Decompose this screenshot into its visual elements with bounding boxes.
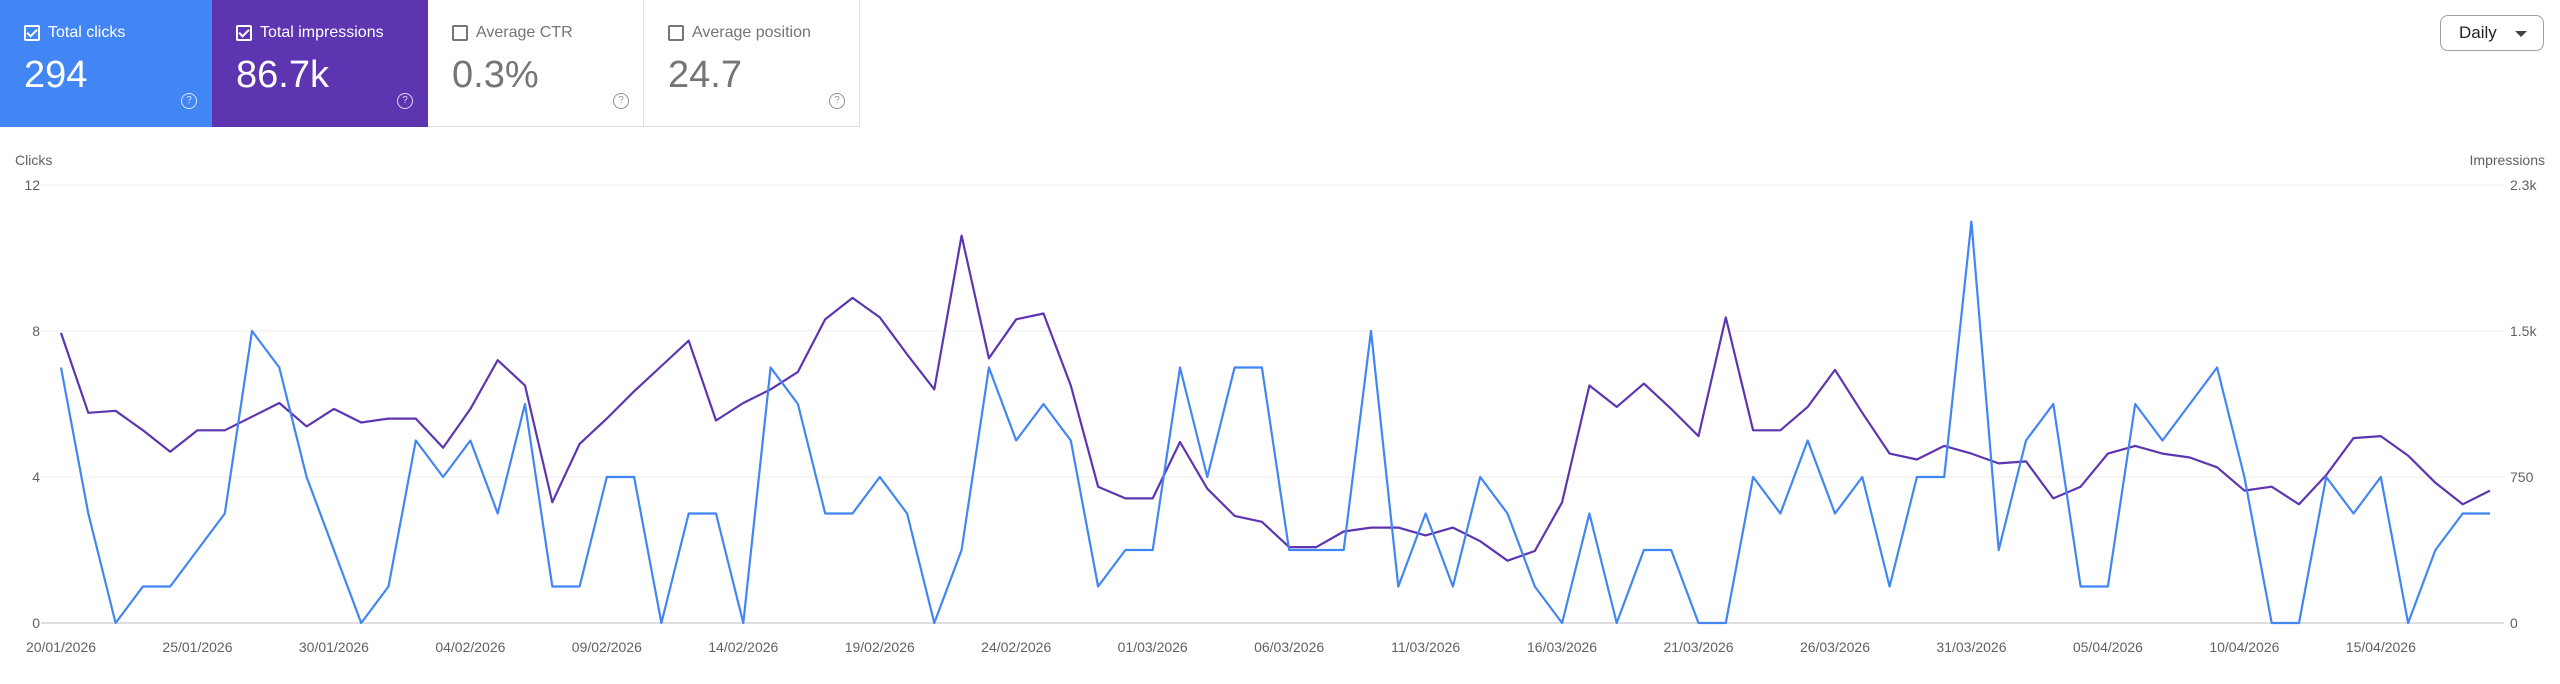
left-tick-label: 0: [32, 615, 40, 631]
average-ctr-tile[interactable]: Average CTR 0.3% ?: [428, 0, 644, 127]
right-tick-label: 1.5k: [2510, 323, 2537, 339]
total-impressions-checkbox[interactable]: [236, 25, 252, 41]
right-axis-label: Impressions: [2470, 152, 2545, 168]
x-tick-label: 24/02/2026: [981, 639, 1051, 655]
checkmark-icon: [238, 26, 250, 38]
x-tick-label: 10/04/2026: [2209, 639, 2279, 655]
total-clicks-header: Total clicks: [24, 24, 125, 42]
x-tick-label: 09/02/2026: [572, 639, 642, 655]
x-tick-label: 06/03/2026: [1254, 639, 1324, 655]
total-clicks-tile[interactable]: Total clicks 294 ?: [0, 0, 212, 127]
x-tick-label: 01/03/2026: [1118, 639, 1188, 655]
average-position-value: 24.7: [668, 54, 742, 96]
x-tick-label: 19/02/2026: [845, 639, 915, 655]
performance-chart: Clicks Impressions 0 0 4 750 8 1.5k 12 2.3k 20/01/…: [15, 152, 2545, 655]
impressions-line: [59, 234, 2491, 562]
x-tick-label: 05/04/2026: [2073, 639, 2143, 655]
clicks-line: [59, 220, 2490, 625]
right-tick-label: 2.3k: [2510, 177, 2537, 193]
x-tick-label: 16/03/2026: [1527, 639, 1597, 655]
average-position-label: Average position: [692, 24, 811, 41]
average-position-header: Average position: [668, 24, 811, 42]
help-icon[interactable]: ?: [829, 93, 845, 109]
left-axis-label: Clicks: [15, 152, 52, 168]
x-tick-label: 04/02/2026: [435, 639, 505, 655]
average-position-checkbox[interactable]: [668, 25, 684, 41]
total-impressions-header: Total impressions: [236, 24, 384, 42]
total-impressions-tile[interactable]: Total impressions 86.7k ?: [212, 0, 428, 127]
x-tick-label: 26/03/2026: [1800, 639, 1870, 655]
left-tick-label: 8: [32, 323, 40, 339]
chevron-down-icon: [2515, 31, 2527, 37]
right-tick-label: 0: [2510, 615, 2518, 631]
period-dropdown-value: Daily: [2459, 23, 2497, 42]
total-clicks-value: 294: [24, 54, 88, 96]
average-position-tile[interactable]: Average position 24.7 ?: [644, 0, 860, 127]
total-impressions-label: Total impressions: [260, 24, 384, 41]
x-tick-label: 31/03/2026: [1936, 639, 2006, 655]
x-tick-label: 11/03/2026: [1391, 639, 1460, 655]
x-tick-label: 20/01/2026: [26, 639, 96, 655]
right-tick-label: 750: [2510, 469, 2534, 485]
help-icon[interactable]: ?: [181, 93, 197, 109]
metric-tiles: Total clicks 294 ? Total impressions 86.…: [0, 0, 860, 127]
x-tick-label: 30/01/2026: [299, 639, 369, 655]
x-tick-label: 25/01/2026: [162, 639, 232, 655]
left-tick-label: 4: [32, 469, 40, 485]
help-icon[interactable]: ?: [397, 93, 413, 109]
total-clicks-checkbox[interactable]: [24, 25, 40, 41]
average-ctr-value: 0.3%: [452, 54, 539, 96]
x-tick-label: 21/03/2026: [1663, 639, 1733, 655]
average-ctr-checkbox[interactable]: [452, 25, 468, 41]
average-ctr-label: Average CTR: [476, 24, 573, 41]
checkmark-icon: [26, 26, 38, 38]
x-tick-label: 14/02/2026: [708, 639, 778, 655]
total-clicks-label: Total clicks: [48, 24, 126, 41]
average-ctr-header: Average CTR: [452, 24, 573, 42]
help-icon[interactable]: ?: [613, 93, 629, 109]
x-tick-label: 15/04/2026: [2346, 639, 2416, 655]
left-tick-label: 12: [24, 177, 40, 193]
total-impressions-value: 86.7k: [236, 54, 329, 96]
period-dropdown[interactable]: Daily: [2440, 15, 2544, 51]
